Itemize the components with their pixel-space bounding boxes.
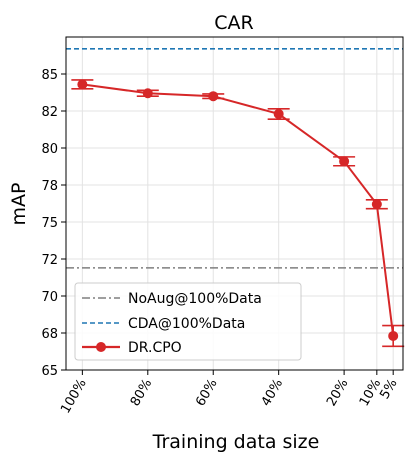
x-tick-label: 100%: [58, 377, 90, 417]
y-axis-label: mAP: [8, 183, 30, 226]
x-tick-label: 40%: [259, 377, 286, 410]
y-tick-label: 75: [41, 216, 58, 231]
y-tick-label: 72: [41, 253, 58, 268]
y-tick-label: 68: [41, 327, 58, 342]
legend-label-drcpo: DR.CPO: [128, 340, 182, 356]
y-tick-label: 65: [41, 364, 58, 379]
plot-area-frame: [65, 36, 404, 371]
data-point: [77, 79, 88, 90]
chart-title: CAR: [214, 12, 253, 34]
reference-lines: [66, 48, 403, 269]
data-point: [273, 108, 284, 119]
legend-frame: [74, 282, 302, 361]
legend-label-noaug: NoAug@100%Data: [128, 291, 262, 307]
x-tick-label: 60%: [193, 377, 220, 410]
legend-label-cda: CDA@100%Data: [128, 316, 245, 332]
y-tick-label: 70: [41, 290, 58, 305]
x-axis-label: Training data size: [152, 431, 320, 453]
data-point: [388, 330, 399, 341]
data-point: [339, 156, 350, 167]
x-tick-label: 5%: [377, 377, 400, 402]
y-axis: 65 68 70 72 75 78 80 82 85: [41, 68, 66, 379]
series-group: [71, 79, 405, 348]
y-tick-label: 80: [41, 142, 58, 157]
y-tick-label: 82: [41, 105, 58, 120]
data-point: [208, 91, 219, 102]
y-tick-label: 78: [41, 179, 58, 194]
legend: NoAug@100%Data CDA@100%Data DR.CPO: [74, 282, 302, 361]
data-point: [371, 199, 382, 210]
x-tick-label: 20%: [324, 377, 351, 410]
data-point: [142, 88, 153, 99]
x-tick-label: 80%: [128, 377, 155, 410]
legend-marker-drcpo: [96, 342, 106, 352]
y-tick-label: 85: [41, 68, 58, 83]
x-axis: 100% 80% 60% 40% 20% 10%5%: [58, 370, 401, 417]
